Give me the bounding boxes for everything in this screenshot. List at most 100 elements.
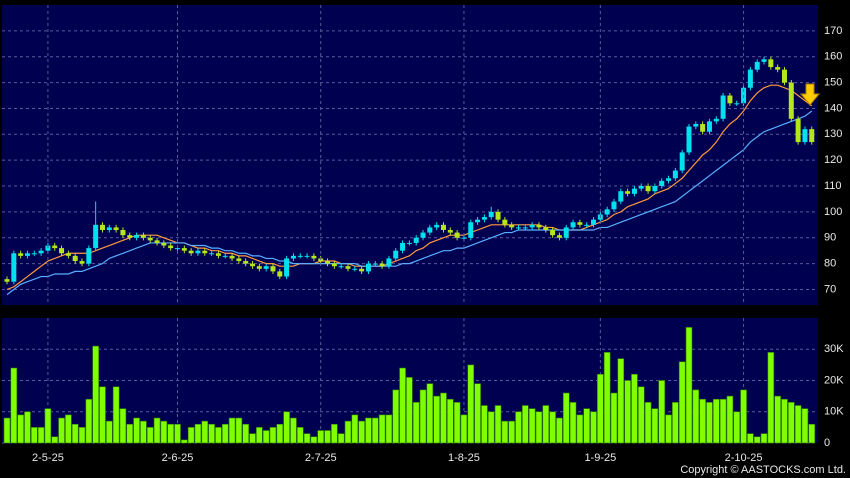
- volume-bar: [276, 423, 284, 444]
- volume-bar: [174, 423, 181, 444]
- volume-bar: [351, 414, 359, 444]
- candle-body: [754, 61, 760, 70]
- moving-average-line: [6, 84, 813, 291]
- volume-bar: [528, 408, 536, 444]
- volume-bar: [78, 427, 86, 444]
- candle-body: [181, 248, 187, 251]
- volume-bar: [290, 417, 297, 444]
- candle-body: [516, 227, 521, 229]
- volume-bar: [644, 402, 652, 444]
- candle-body: [475, 219, 481, 223]
- volume-bar: [126, 423, 134, 444]
- candle-body: [400, 242, 406, 251]
- volume-bar: [781, 398, 788, 444]
- x-tick-label: 2-7-25: [305, 452, 337, 464]
- volume-bar: [753, 436, 761, 444]
- volume-bar: [194, 423, 202, 444]
- volume-bar: [17, 414, 24, 444]
- candle-body: [645, 186, 651, 192]
- volume-bar: [699, 398, 706, 444]
- volume-bar: [256, 427, 263, 444]
- volume-bar: [692, 389, 700, 444]
- candle-body: [325, 261, 331, 264]
- candle-body: [379, 263, 385, 267]
- volume-bar: [262, 430, 270, 444]
- volume-bar: [590, 411, 597, 444]
- y-tick-label: 30K: [824, 343, 844, 355]
- candle-body: [611, 201, 617, 210]
- y-tick-label: 70: [824, 283, 836, 295]
- volume-bar: [358, 420, 365, 444]
- volume-bar: [712, 398, 720, 444]
- candle-body: [99, 224, 105, 230]
- volume-bar: [685, 327, 693, 444]
- candle-body: [584, 224, 590, 226]
- x-tick-label: 2-10-25: [725, 452, 763, 464]
- volume-bar: [51, 436, 59, 444]
- price-panel: [2, 5, 818, 305]
- candle-body: [393, 250, 399, 259]
- candle-body: [297, 255, 303, 257]
- candle-body: [243, 261, 249, 264]
- candle-body: [345, 266, 351, 269]
- volume-bar: [10, 367, 18, 444]
- volume-bar: [603, 352, 611, 444]
- volume-bar: [412, 402, 420, 444]
- volume-bar: [30, 427, 38, 444]
- candle-body: [802, 129, 808, 143]
- candle-body: [679, 152, 685, 171]
- volume-bar: [269, 427, 277, 444]
- candle-body: [31, 253, 37, 255]
- candle-body: [79, 261, 85, 264]
- candle-body: [113, 227, 119, 230]
- volume-bar: [344, 420, 352, 444]
- y-tick-label: 0: [824, 437, 830, 449]
- volume-bar: [283, 411, 290, 444]
- volume-bar: [569, 402, 577, 444]
- candle-body: [720, 95, 726, 119]
- candle-body: [52, 245, 58, 249]
- candle-body: [591, 219, 597, 225]
- candle-body: [284, 258, 290, 277]
- volume-bar: [508, 420, 515, 444]
- volume-bar: [303, 433, 311, 444]
- volume-bar: [215, 427, 222, 444]
- candle-body: [604, 209, 610, 215]
- volume-bar: [85, 398, 93, 444]
- candle-body: [788, 82, 794, 119]
- volume-bar: [515, 411, 522, 444]
- candle-body: [202, 250, 208, 254]
- candle-body: [727, 95, 733, 104]
- candle-body: [11, 253, 17, 282]
- candle-body: [175, 248, 180, 250]
- candle-body: [270, 266, 276, 272]
- volume-bar: [637, 386, 645, 444]
- volume-bar: [535, 411, 543, 444]
- candle-body: [120, 230, 126, 236]
- volume-bar: [187, 427, 195, 444]
- candle-body: [195, 250, 201, 254]
- candle-body: [761, 59, 767, 62]
- volume-bar: [65, 414, 72, 444]
- candle-body: [290, 255, 296, 259]
- candle-body: [106, 227, 112, 230]
- candle-body: [86, 248, 92, 264]
- volume-bar: [446, 398, 454, 444]
- volume-bar: [221, 423, 229, 444]
- volume-bar: [740, 389, 747, 444]
- volume-bar: [378, 414, 386, 444]
- candle-body: [72, 255, 78, 262]
- candle-body: [543, 227, 549, 230]
- candle-body: [359, 268, 365, 272]
- volume-bar: [392, 389, 400, 444]
- volume-bar: [24, 411, 31, 444]
- x-tick-label: 2-6-25: [162, 452, 194, 464]
- candle-body: [481, 217, 487, 220]
- volume-bar: [433, 395, 440, 444]
- candle-body: [304, 255, 310, 257]
- candle-body: [65, 253, 71, 256]
- volume-bar: [426, 383, 434, 444]
- volume-bar: [794, 405, 802, 444]
- candle-body: [188, 250, 194, 254]
- volume-bar: [337, 433, 345, 444]
